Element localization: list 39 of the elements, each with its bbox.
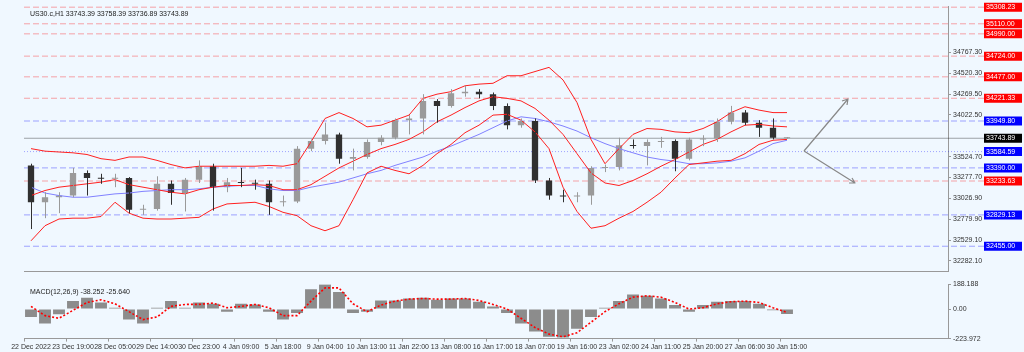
bar: [431, 299, 443, 309]
bar: [221, 309, 233, 312]
bar: [627, 294, 639, 309]
bar: [669, 305, 681, 309]
bar: [557, 309, 569, 338]
bar: [725, 301, 737, 309]
line-series: [30, 287, 788, 338]
bar: [277, 309, 289, 320]
bar: [445, 298, 457, 309]
bar: [473, 301, 485, 309]
bar: [95, 302, 107, 309]
bar: [39, 309, 51, 324]
bar: [25, 309, 37, 317]
bar: [641, 295, 653, 309]
bar: [543, 309, 555, 337]
bar: [655, 298, 667, 309]
bar: [571, 309, 583, 329]
bar: [137, 309, 149, 324]
bar: [683, 309, 695, 312]
bar: [459, 298, 471, 309]
bar: [585, 309, 597, 317]
bar: [123, 309, 135, 320]
candlestick: [405, 114, 413, 135]
bar: [305, 289, 317, 309]
bar: [529, 309, 541, 332]
bar: [739, 301, 751, 309]
bar: [319, 284, 331, 309]
bar: [515, 309, 527, 324]
bar: [207, 303, 219, 309]
candlestick: [349, 148, 357, 171]
bar: [333, 291, 345, 309]
bar: [403, 298, 415, 309]
bar: [417, 297, 429, 309]
bar: [165, 301, 177, 309]
bar: [81, 297, 93, 309]
bar: [389, 300, 401, 309]
bar: [487, 306, 499, 309]
bar: [67, 301, 79, 309]
bar: [753, 303, 765, 309]
